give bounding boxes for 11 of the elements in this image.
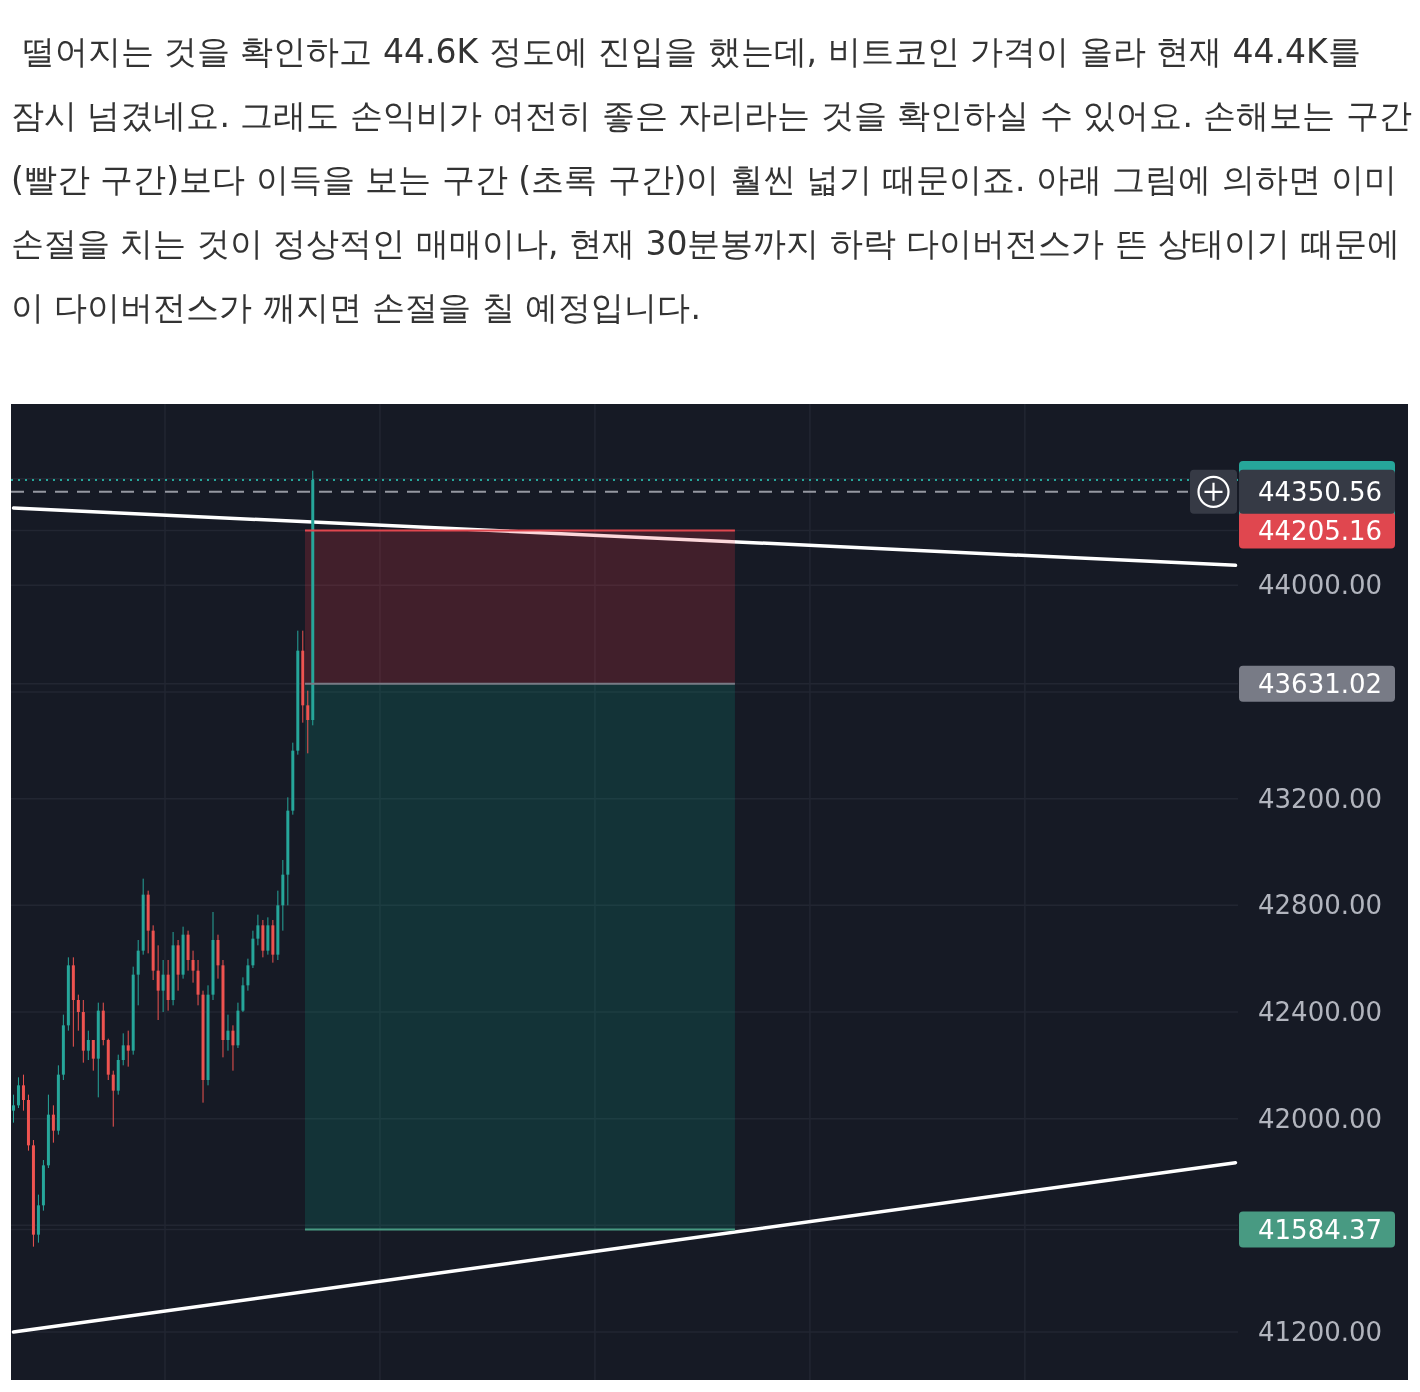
y-tick-label: 44000.00 — [1258, 570, 1383, 601]
y-tick-label: 42400.00 — [1258, 997, 1383, 1027]
y-tick-label: 41200.00 — [1258, 1317, 1383, 1347]
y-tick-label: 41584.37 — [1258, 1214, 1383, 1245]
y-tick-label: 44205.16 — [1258, 515, 1383, 546]
text: 떨어지는 것을 확인하고 44.6K 정도에 진입을 했는데, 비트코인 가격이 올라 현재 44.4K를 잠시 넘겼네요. 그래도 손익비가 여전히 좋은 자리라는 것을 확인하실 수 있어요. 손해보는 구간 (빨간 구간)보다 이득을 보는 구간 (초록 구간)이 훨씬 넓기 때문이죠. 아래 그림에 의하면 이미 손절을 치는 것이 정상적인 매매이나, 현재 30분봉까지 하락 다이버전스가 뜬 상태이기 때문에 이 다이버전스가 깨지면 손절을 칠 예정입니다. — [11, 31, 1413, 329]
y-tick-label: 43200.00 — [1258, 783, 1383, 814]
ref-line-label: 44350.56 — [1258, 476, 1383, 507]
y-tick-label: 43631.02 — [1258, 668, 1383, 699]
y-tick-label: 42800.00 — [1258, 890, 1383, 921]
y-tick-label: 42000.00 — [1258, 1103, 1383, 1134]
